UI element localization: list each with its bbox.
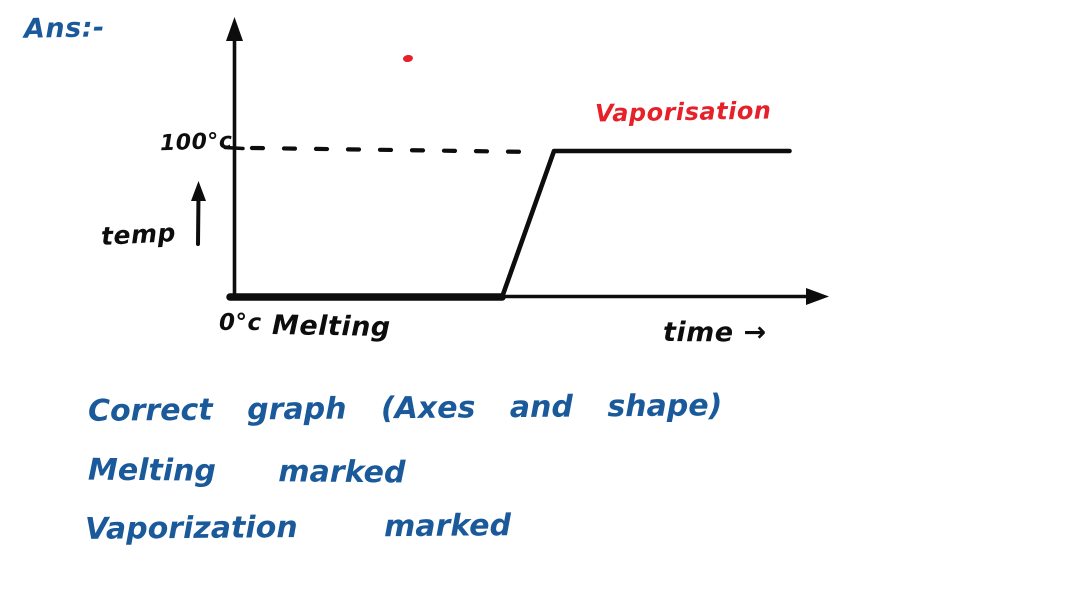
x-axis-arrow-icon <box>806 288 829 305</box>
melting-label: Melting <box>271 309 391 344</box>
heating-curve <box>227 148 792 300</box>
origin-label-0c: 0°c <box>219 310 262 336</box>
x-axis-label: time → <box>663 317 767 348</box>
y-tick-label-100c: 100°c <box>159 128 233 157</box>
note-vaporization-marked: Vaporization marked <box>84 508 512 547</box>
dashed-guide-100c <box>249 145 539 155</box>
vaporisation-label: Vaporisation <box>594 96 772 128</box>
temp-axis-arrow-icon <box>191 181 206 201</box>
y-tick-100c <box>223 145 245 151</box>
y-axis-arrow-icon <box>226 17 243 41</box>
temp-axis-arrow <box>196 192 201 246</box>
note-correct-graph: Correct graph (Axes and shape) <box>87 388 723 429</box>
y-axis-label: temp <box>100 218 177 251</box>
note-melting-marked: Melting marked <box>87 452 406 491</box>
